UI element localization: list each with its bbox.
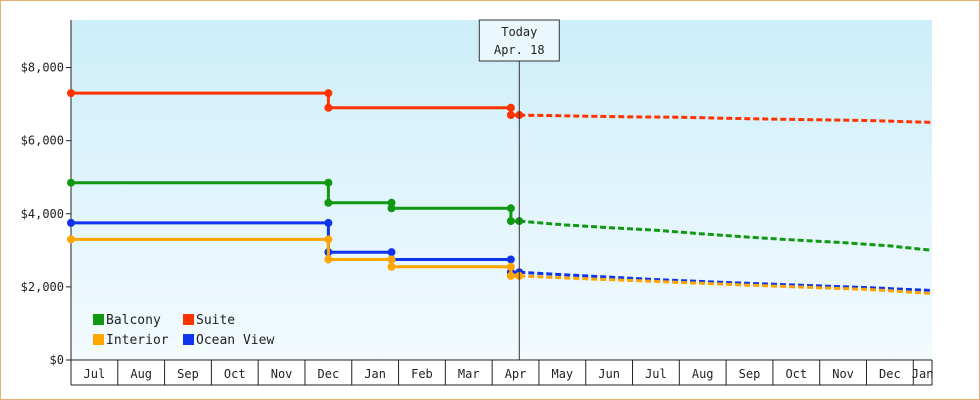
legend-swatch-suite [183, 314, 194, 325]
series-point-interior [324, 255, 333, 264]
legend-label-balcony: Balcony [106, 313, 161, 328]
series-point-balcony [324, 198, 333, 207]
series-point-balcony [506, 204, 515, 213]
series-point-interior [506, 271, 515, 280]
x-tick-label: Jan [364, 367, 386, 381]
series-point-ocean-view [506, 255, 515, 264]
x-tick-label: Jan [912, 367, 934, 381]
series-point-suite [506, 103, 515, 112]
y-axis: $0 $2,000 $4,000 $6,000 $8,000 [21, 20, 72, 367]
x-tick-label: Mar [458, 367, 480, 381]
today-marker: Today Apr. 18 [478, 19, 560, 360]
series-point-suite [67, 89, 75, 98]
series-point-balcony [67, 178, 75, 187]
legend-swatch-interior [93, 334, 104, 345]
y-tick-label: $4,000 [21, 207, 64, 221]
x-tick-label: Oct [785, 367, 807, 381]
plot-background [71, 20, 932, 360]
x-tick-label: May [551, 367, 573, 381]
series-point-ocean-view [387, 248, 396, 257]
x-tick-label: Nov [832, 367, 854, 381]
series-point-suite [324, 103, 333, 112]
x-tick-label: Oct [224, 367, 246, 381]
y-tick-label: $6,000 [21, 134, 64, 148]
series-point-suite [324, 89, 333, 98]
x-tick-label: Aug [130, 367, 152, 381]
x-tick-label: Feb [411, 367, 433, 381]
x-tick-label: Sep [177, 367, 199, 381]
legend-label-ocean-view: Ocean View [196, 333, 274, 348]
today-box [478, 19, 560, 62]
x-axis: Jul Aug Sep Oct Nov Dec Jan Feb Mar Apr May Jun Jul A… [70, 359, 934, 386]
x-tick-label: Jul [645, 367, 667, 381]
x-tick-label: Jun [598, 367, 620, 381]
y-tick-label: $2,000 [21, 280, 64, 294]
series-point-balcony [387, 198, 396, 207]
series-point-interior [67, 235, 75, 244]
x-tick-label: Dec [318, 367, 340, 381]
x-tick-label: Nov [271, 367, 293, 381]
series-point-balcony [506, 217, 515, 226]
x-tick-label: Jul [84, 367, 106, 381]
series-point-interior [387, 262, 396, 271]
today-date: Apr. 18 [494, 43, 545, 57]
series-point-suite [506, 111, 515, 120]
series-forecast-interior [519, 274, 933, 295]
x-tick-label: Sep [739, 367, 761, 381]
series-point-interior [324, 235, 333, 244]
today-label: Today [501, 25, 537, 39]
series-point-ocean-view [67, 218, 75, 227]
y-tick-label: $0 [50, 353, 64, 367]
x-tick-label: Apr [505, 367, 527, 381]
legend-label-interior: Interior [106, 333, 169, 348]
y-tick-label: $8,000 [21, 61, 64, 75]
series-forecast-suite [519, 113, 933, 124]
series-point-balcony [324, 178, 333, 187]
x-tick-label: Aug [692, 367, 714, 381]
legend-swatch-balcony [93, 314, 104, 325]
legend-label-suite: Suite [196, 313, 235, 328]
series-point-balcony [387, 204, 396, 213]
series-point-ocean-view [324, 218, 333, 227]
series-point-interior [387, 255, 396, 264]
series-point-interior [506, 262, 515, 271]
x-tick-label: Dec [879, 367, 901, 381]
legend: Balcony Suite Interior Ocean View [93, 313, 274, 348]
series-group [67, 89, 933, 295]
legend-swatch-ocean-view [183, 334, 194, 345]
series-forecast-ocean-view [519, 270, 933, 292]
series-forecast-balcony [519, 219, 933, 252]
